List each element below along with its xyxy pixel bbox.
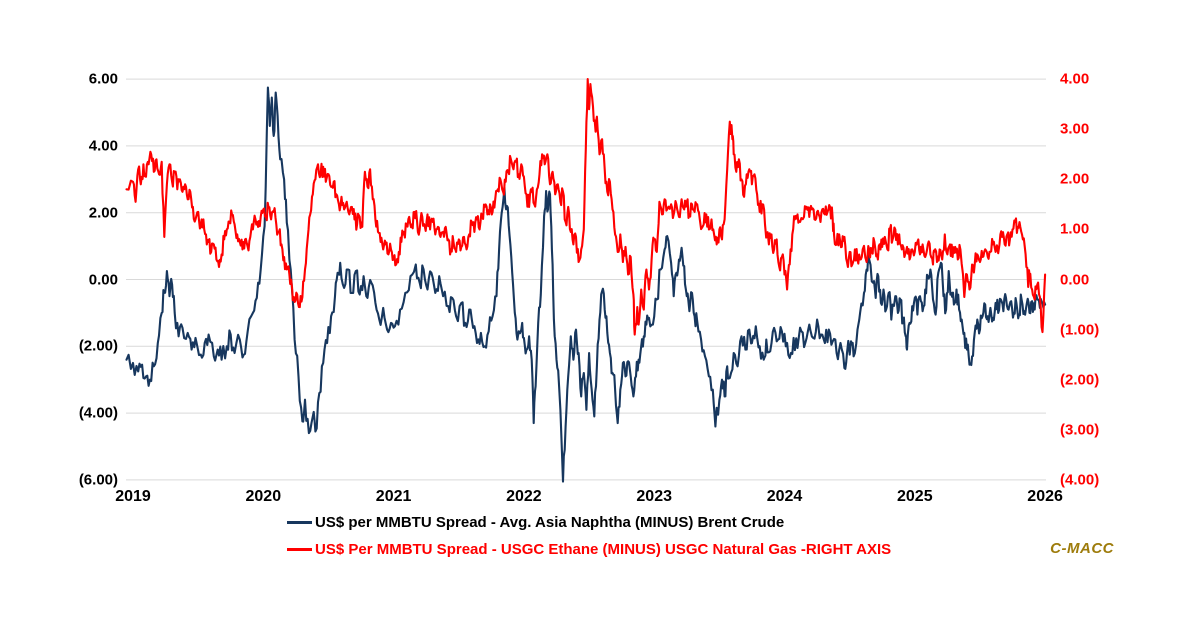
left-axis-tick-label: 0.00 (88, 271, 118, 288)
x-axis-year-label: 2022 (506, 488, 542, 505)
brand-watermark: C-MACC (1050, 540, 1114, 557)
left-axis-tick-label: (2.00) (78, 337, 118, 355)
right-axis-tick-label: 1.00 (1060, 220, 1090, 238)
x-axis-year-label: 2021 (375, 488, 412, 505)
left-axis-tick-label: (6.00) (78, 471, 118, 489)
x-axis-year-label: 2026 (1027, 488, 1063, 505)
right-axis-tick-label: 0.00 (1060, 271, 1090, 288)
legend-line-swatch-navy (287, 521, 312, 524)
right-axis-tick-label: (1.00) (1060, 321, 1100, 339)
left-axis-tick-label: 6.00 (88, 70, 118, 88)
legend-item-ethane-natgas: US$ Per MMBTU Spread - USGC Ethane (MINU… (287, 536, 891, 563)
left-axis-tick-label: 2.00 (88, 204, 118, 222)
right-axis-tick-label: (4.00) (1060, 471, 1100, 489)
legend: US$ per MMBTU Spread - Avg. Asia Naphtha… (287, 509, 891, 563)
right-axis-tick-label: (2.00) (1060, 371, 1100, 389)
x-axis-year-label: 2020 (245, 488, 282, 505)
legend-line-swatch-red (287, 548, 312, 551)
left-axis-tick-label: 4.00 (88, 137, 118, 155)
x-axis-year-label: 2023 (636, 488, 672, 505)
x-axis-year-label: 2024 (766, 488, 803, 505)
x-axis-year-label: 2019 (115, 488, 151, 505)
series-line-naphtha-brent (125, 86, 1047, 483)
legend-label: US$ Per MMBTU Spread - USGC Ethane (MINU… (315, 541, 892, 558)
right-axis-tick-label: 2.00 (1060, 170, 1090, 188)
right-axis-tick-label: 4.00 (1060, 70, 1090, 88)
left-axis-tick-label: (4.00) (78, 404, 118, 422)
series-line-ethane-natgas (125, 78, 1047, 336)
right-axis-tick-label: 3.00 (1060, 120, 1090, 138)
legend-label: US$ per MMBTU Spread - Avg. Asia Naphtha… (315, 514, 785, 531)
legend-item-naphtha-brent: US$ per MMBTU Spread - Avg. Asia Naphtha… (287, 509, 891, 536)
x-axis-year-label: 2025 (897, 488, 933, 505)
right-axis-tick-label: (3.00) (1060, 421, 1100, 439)
